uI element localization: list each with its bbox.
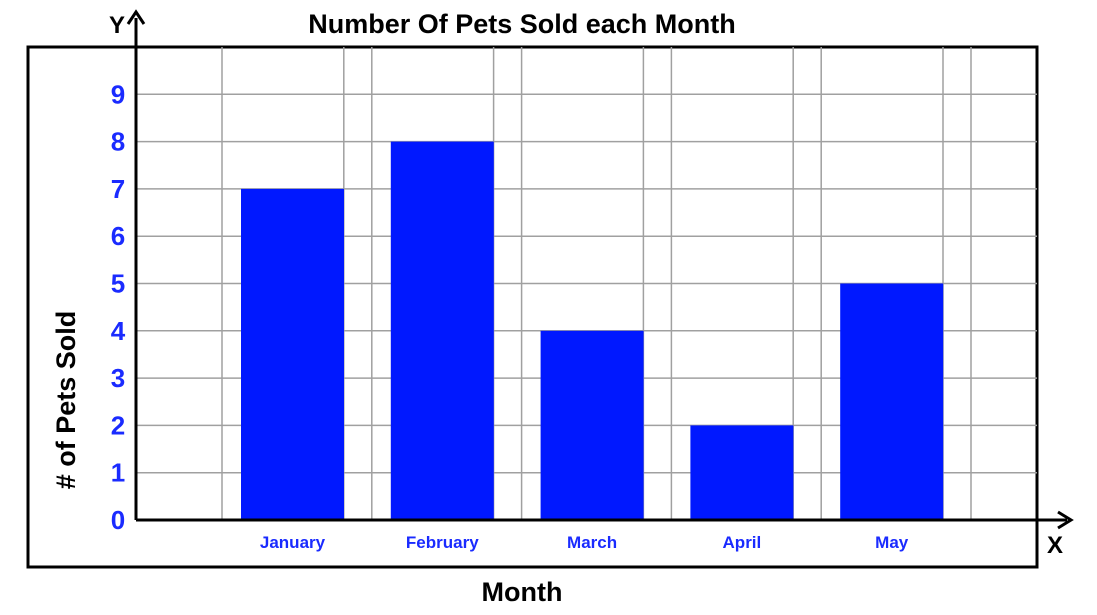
bar-march — [540, 330, 644, 520]
bar-april — [690, 425, 794, 520]
x-tick-labels: January February March April May — [260, 533, 909, 552]
x-tick-label: May — [875, 533, 909, 552]
chart-title: Number Of Pets Sold each Month — [308, 9, 736, 39]
x-tick-label: February — [406, 533, 479, 552]
y-tick-label: 0 — [111, 505, 125, 535]
y-axis-arrowhead — [126, 9, 146, 25]
x-axis-arrowhead — [1057, 510, 1074, 530]
x-tick-label: January — [260, 533, 326, 552]
y-axis-label: # of Pets Sold — [51, 311, 81, 490]
y-tick-label: 8 — [111, 127, 125, 157]
y-tick-label: 4 — [111, 316, 126, 346]
y-axis-letter: Y — [109, 12, 125, 39]
y-tick-label: 3 — [111, 363, 125, 393]
y-tick-label: 7 — [111, 174, 125, 204]
bar-february — [390, 141, 494, 520]
x-axis-label: Month — [482, 577, 563, 607]
x-tick-label: March — [567, 533, 617, 552]
y-tick-label: 9 — [111, 79, 125, 109]
y-tick-label: 5 — [111, 269, 125, 299]
bar-january — [241, 188, 344, 520]
bar-may — [840, 283, 944, 520]
chart-frame — [26, 45, 1039, 569]
y-tick-labels: 0 1 2 3 4 5 6 7 8 9 — [111, 79, 126, 535]
y-tick-label: 2 — [111, 410, 125, 440]
bars — [241, 141, 944, 520]
x-axis-letter: X — [1047, 532, 1063, 559]
y-tick-label: 1 — [111, 458, 125, 488]
y-tick-label: 6 — [111, 221, 125, 251]
x-tick-label: April — [723, 533, 762, 552]
